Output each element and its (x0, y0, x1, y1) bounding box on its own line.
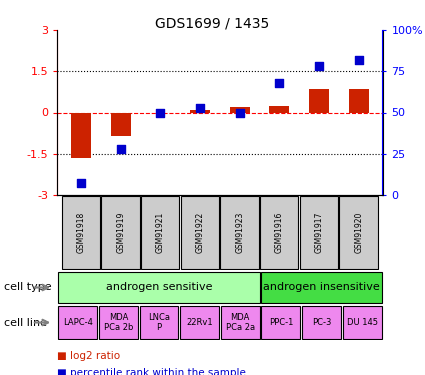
Bar (302, 306, 341, 339)
Bar (181, 196, 219, 269)
Bar (269, 106, 289, 112)
Text: GSM91919: GSM91919 (116, 212, 125, 253)
Text: LNCa
P: LNCa P (148, 313, 170, 332)
Point (157, 110, 164, 116)
Bar (343, 306, 382, 339)
Bar (102, 196, 140, 269)
Bar (230, 107, 249, 112)
Bar (139, 306, 178, 339)
Text: cell type: cell type (4, 282, 52, 292)
Bar (71, 112, 91, 158)
Text: DU 145: DU 145 (347, 318, 378, 327)
Bar (58, 272, 260, 303)
Point (316, 63, 323, 69)
Bar (349, 89, 368, 112)
Text: GSM91918: GSM91918 (76, 212, 86, 253)
Text: GSM91923: GSM91923 (235, 212, 244, 253)
Text: LAPC-4: LAPC-4 (63, 318, 93, 327)
Text: GSM91921: GSM91921 (156, 212, 165, 253)
Text: androgen insensitive: androgen insensitive (263, 282, 380, 292)
Bar (62, 196, 100, 269)
Text: ■ log2 ratio: ■ log2 ratio (57, 351, 121, 361)
Bar (260, 196, 298, 269)
Text: MDA
PCa 2b: MDA PCa 2b (104, 313, 133, 332)
Text: MDA
PCa 2a: MDA PCa 2a (226, 313, 255, 332)
Point (276, 80, 283, 86)
Point (355, 57, 362, 63)
Text: GSM91917: GSM91917 (314, 212, 323, 253)
Bar (309, 89, 329, 112)
Bar (339, 196, 378, 269)
Text: cell line: cell line (4, 318, 47, 327)
Point (236, 110, 243, 116)
Text: GDS1699 / 1435: GDS1699 / 1435 (156, 17, 269, 31)
Bar (300, 196, 338, 269)
Text: 22Rv1: 22Rv1 (186, 318, 213, 327)
Bar (220, 196, 259, 269)
Text: PC-3: PC-3 (312, 318, 331, 327)
Bar (180, 306, 219, 339)
Text: ■ percentile rank within the sample: ■ percentile rank within the sample (57, 368, 246, 375)
Text: GSM91922: GSM91922 (196, 212, 204, 253)
Point (197, 105, 204, 111)
Bar (261, 306, 300, 339)
Point (78, 180, 85, 186)
Text: GSM91916: GSM91916 (275, 212, 284, 253)
Bar (99, 306, 138, 339)
Bar (111, 112, 131, 136)
Text: PPC-1: PPC-1 (269, 318, 293, 327)
Text: androgen sensitive: androgen sensitive (106, 282, 212, 292)
Text: GSM91920: GSM91920 (354, 212, 363, 253)
Bar (141, 196, 179, 269)
Bar (58, 306, 97, 339)
Bar (261, 272, 382, 303)
Point (117, 146, 124, 152)
Bar (190, 110, 210, 112)
Bar (221, 306, 260, 339)
